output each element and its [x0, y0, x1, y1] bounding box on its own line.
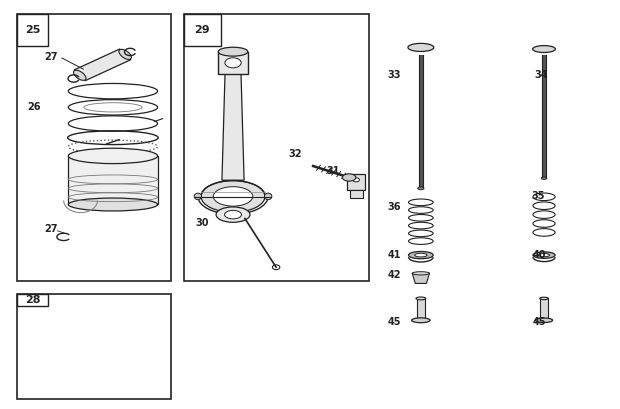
Ellipse shape	[74, 70, 86, 80]
Bar	[17, 294, 172, 399]
Text: 41: 41	[388, 250, 401, 260]
Ellipse shape	[119, 49, 131, 59]
Text: 31: 31	[326, 166, 340, 176]
Text: 34: 34	[535, 70, 548, 80]
Text: 28: 28	[25, 295, 41, 305]
Text: 42: 42	[388, 270, 401, 280]
Ellipse shape	[216, 207, 250, 222]
Ellipse shape	[213, 187, 253, 206]
Ellipse shape	[342, 174, 356, 181]
Ellipse shape	[224, 210, 241, 219]
Ellipse shape	[415, 253, 427, 257]
Ellipse shape	[541, 177, 547, 180]
Polygon shape	[222, 74, 244, 180]
Bar	[542, 55, 546, 178]
Ellipse shape	[539, 297, 548, 300]
Bar	[417, 299, 425, 320]
Bar	[350, 189, 363, 198]
Text: 27: 27	[45, 224, 58, 234]
Bar	[17, 14, 48, 46]
Text: 45: 45	[533, 317, 546, 327]
Ellipse shape	[533, 45, 556, 52]
Bar	[184, 14, 368, 281]
Ellipse shape	[412, 272, 430, 275]
Ellipse shape	[194, 193, 202, 200]
Ellipse shape	[408, 43, 434, 52]
Ellipse shape	[218, 47, 248, 56]
Ellipse shape	[68, 198, 157, 211]
Ellipse shape	[533, 252, 555, 258]
Bar	[540, 299, 547, 320]
Text: 32: 32	[288, 149, 302, 159]
Polygon shape	[74, 49, 131, 81]
Ellipse shape	[68, 148, 157, 164]
Text: 36: 36	[388, 202, 401, 211]
Ellipse shape	[264, 193, 272, 200]
Text: 26: 26	[27, 102, 41, 112]
Ellipse shape	[539, 254, 549, 257]
Bar	[418, 55, 423, 188]
Bar	[17, 294, 48, 306]
Text: 45: 45	[388, 317, 401, 327]
Bar	[184, 14, 221, 46]
Polygon shape	[412, 273, 430, 283]
Ellipse shape	[412, 318, 430, 323]
Ellipse shape	[536, 318, 552, 323]
Ellipse shape	[201, 181, 265, 212]
Ellipse shape	[416, 297, 426, 300]
Text: 27: 27	[44, 52, 58, 62]
Bar	[218, 52, 248, 74]
Text: 30: 30	[195, 218, 208, 228]
Bar	[17, 14, 172, 281]
Text: 33: 33	[388, 70, 401, 80]
Ellipse shape	[353, 178, 360, 182]
Ellipse shape	[409, 252, 433, 259]
Text: 25: 25	[25, 25, 40, 35]
Text: 40: 40	[533, 250, 546, 260]
Text: 35: 35	[532, 191, 545, 201]
Text: 29: 29	[195, 25, 210, 35]
Ellipse shape	[418, 187, 424, 190]
Ellipse shape	[225, 58, 241, 68]
Bar	[347, 174, 365, 190]
Bar	[68, 156, 157, 204]
Text: eReplacementParts.com: eReplacementParts.com	[195, 190, 339, 203]
